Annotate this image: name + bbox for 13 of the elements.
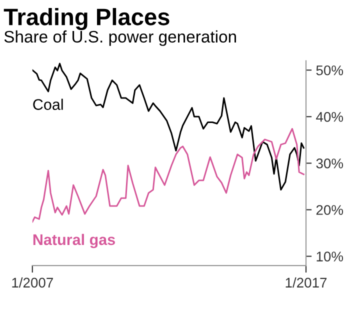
line-series	[32, 128, 304, 223]
series-label: Natural gas	[33, 234, 115, 248]
y-tick-label: 30%	[316, 158, 344, 168]
chart-title: Trading Places	[4, 8, 170, 30]
series-label: Coal	[33, 98, 63, 110]
y-tick-label: 20%	[316, 205, 344, 215]
x-tick-label: 1/2017	[286, 277, 327, 288]
y-tick-label: 10%	[316, 252, 344, 262]
x-tick-label: 1/2007	[12, 277, 53, 288]
chart-subtitle: Share of U.S. power generation	[4, 30, 236, 46]
line-series	[32, 62, 304, 190]
y-tick-label: 40%	[316, 112, 344, 122]
y-tick-label: 50%	[316, 65, 344, 76]
